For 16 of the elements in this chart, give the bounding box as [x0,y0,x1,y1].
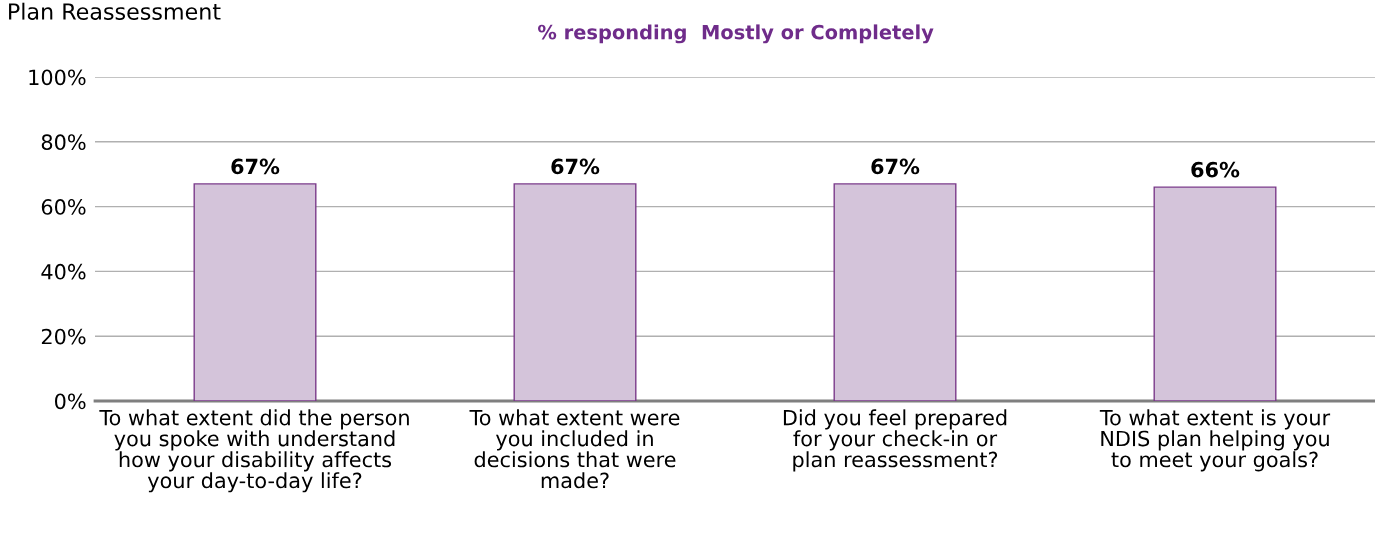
y-tick-label: 60% [41,199,86,215]
x-tick-label: To what extent were you included in decisions that were made? [469,409,680,489]
x-tick-label: To what extent is your NDIS plan helping you to meet your goals? [1099,409,1331,472]
data-label: 66% [1191,161,1240,178]
data-label: 67% [551,158,600,175]
data-label: 67% [871,158,920,175]
x-tick-label: Did you feel prepared for your check-in or plan reassessment? [783,409,1007,472]
y-tick-label: 100% [29,69,86,86]
chart-title: Plan Reassessment [9,2,221,20]
y-tick-label: 40% [41,263,86,280]
data-label: 67% [231,158,280,175]
y-tick-label: 80% [41,134,86,151]
x-tick-label: To what extent did the person you spoke with understand how your disability affects your day-to-day life? [99,409,409,493]
y-tick-label: 0% [54,393,86,410]
y-tick-label: 20% [41,328,86,345]
chart-subtitle: % responding Mostly or Completely [538,24,934,44]
